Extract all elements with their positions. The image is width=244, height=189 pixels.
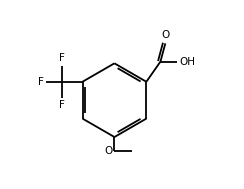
Text: F: F bbox=[59, 53, 65, 64]
Text: OH: OH bbox=[179, 57, 195, 67]
Text: F: F bbox=[38, 77, 44, 87]
Text: F: F bbox=[59, 100, 65, 110]
Text: O: O bbox=[161, 30, 170, 40]
Text: O: O bbox=[104, 146, 112, 156]
